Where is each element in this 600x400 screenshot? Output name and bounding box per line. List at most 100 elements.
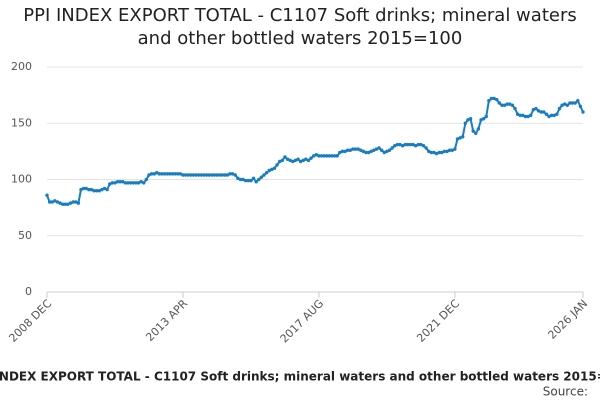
data-point: [515, 112, 520, 116]
data-point: [497, 101, 502, 105]
data-point: [262, 173, 266, 177]
source: Source:: [543, 385, 588, 399]
data-point: [487, 99, 491, 103]
data-point: [536, 109, 541, 113]
data-point: [160, 172, 164, 176]
data-point: [385, 149, 389, 154]
data-point: [94, 189, 99, 193]
data-point: [364, 150, 368, 155]
x-tick-label: 2017 AUG: [278, 297, 327, 346]
data-point: [492, 96, 496, 101]
data-point: [170, 172, 175, 176]
data-point: [565, 103, 570, 107]
data-point: [560, 103, 564, 107]
data-point: [100, 187, 104, 192]
data-point: [191, 173, 196, 177]
data-point: [157, 172, 162, 176]
data-point: [155, 171, 159, 175]
data-point: [531, 108, 536, 112]
y-tick-label: 200: [11, 60, 32, 73]
data-point: [136, 181, 141, 185]
data-point: [369, 149, 373, 154]
data-point: [555, 112, 559, 116]
data-point: [225, 173, 230, 177]
data-point: [207, 173, 211, 177]
data-point: [390, 146, 394, 150]
data-point: [345, 148, 350, 152]
x-tick-label: 2026 JAN: [545, 297, 590, 342]
data-point: [257, 177, 261, 182]
chart-title: PPI INDEX EXPORT TOTAL - C1107 Soft drin…: [23, 5, 577, 49]
data-point: [249, 178, 253, 183]
caption: PPI INDEX EXPORT TOTAL - C1107 Soft drin…: [0, 370, 600, 384]
data-point: [246, 178, 251, 183]
data-point: [272, 166, 277, 170]
data-point: [291, 159, 295, 164]
data-point: [581, 110, 585, 114]
data-point: [382, 150, 386, 155]
data-point: [215, 173, 219, 177]
data-point: [406, 142, 410, 147]
data-point: [76, 201, 81, 205]
data-point: [523, 114, 528, 119]
data-point: [474, 131, 478, 136]
data-point: [259, 175, 264, 179]
data-point: [468, 117, 473, 121]
data-point: [178, 172, 183, 176]
data-point: [87, 187, 91, 192]
data-point: [455, 137, 460, 141]
data-point: [278, 159, 282, 164]
data-point: [359, 148, 363, 152]
data-point: [254, 180, 258, 184]
data-point: [366, 150, 371, 155]
data-point: [168, 172, 172, 176]
data-point: [63, 202, 68, 206]
data-point: [398, 142, 402, 147]
data-point: [283, 155, 287, 159]
data-point: [53, 199, 57, 203]
x-tick-label: 2008 DEC: [6, 297, 54, 345]
data-point: [238, 177, 243, 182]
data-point: [325, 154, 329, 158]
data-point: [568, 101, 572, 105]
data-point: [557, 106, 562, 111]
x-tick-label: 2021 DEC: [414, 297, 462, 345]
data-point: [374, 147, 379, 151]
data-point: [534, 106, 538, 111]
data-point: [387, 148, 392, 152]
data-point: [549, 113, 554, 118]
y-tick-label: 0: [25, 285, 32, 298]
data-point: [66, 202, 70, 206]
data-point: [223, 173, 227, 177]
data-point: [424, 146, 428, 150]
data-point: [411, 142, 415, 147]
data-point: [353, 147, 358, 151]
data-point: [348, 148, 352, 152]
data-point: [97, 189, 101, 193]
data-point: [181, 173, 185, 177]
data-point: [139, 180, 143, 184]
y-tick-label: 50: [18, 229, 32, 242]
data-point: [484, 114, 488, 119]
data-point: [505, 102, 509, 106]
data-point: [508, 102, 512, 106]
data-point: [128, 181, 133, 185]
data-point: [573, 101, 577, 105]
data-point: [314, 153, 319, 157]
data-point: [518, 113, 522, 118]
data-point: [461, 135, 465, 139]
data-point: [429, 150, 434, 155]
data-point: [196, 173, 201, 177]
data-point: [199, 173, 203, 177]
data-point: [393, 144, 397, 148]
data-point: [301, 158, 305, 163]
data-point: [502, 103, 507, 107]
data-point: [330, 154, 334, 158]
data-point: [395, 142, 400, 147]
data-point: [288, 158, 292, 163]
data-point: [447, 148, 452, 152]
data-point: [115, 180, 120, 184]
data-point: [58, 201, 62, 205]
data-point: [510, 103, 515, 107]
